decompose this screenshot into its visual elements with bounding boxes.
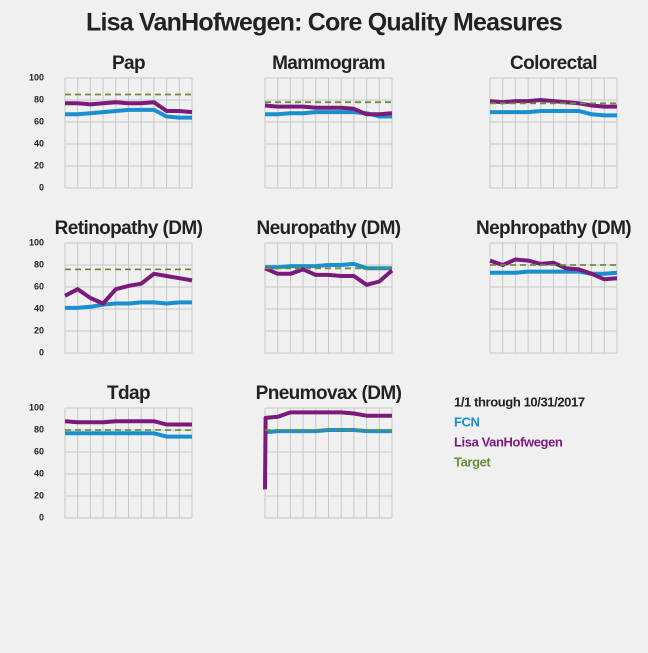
series-line [65, 100, 193, 115]
series-line [64, 419, 192, 427]
series-line [263, 410, 392, 490]
series-line [65, 107, 192, 120]
panel-title: Nephropathy (DM) [476, 218, 631, 239]
y-tick-label: 60 [34, 446, 44, 456]
panel-title: Pap [112, 53, 145, 74]
series-line [490, 269, 618, 276]
panel-title: Tdap [107, 383, 150, 404]
y-tick-label: 100 [29, 72, 44, 82]
series-line [263, 428, 392, 435]
y-tick-label: 40 [34, 303, 44, 313]
panel-title: Pneumovax (DM) [256, 383, 402, 404]
y-tick-label: 40 [34, 138, 44, 148]
series-line [65, 300, 192, 310]
y-tick-label: 100 [29, 402, 44, 412]
series-line [64, 271, 193, 306]
page-title: Lisa VanHofwegen: Core Quality Measures [86, 9, 562, 37]
y-tick-label: 80 [34, 259, 44, 269]
legend-title: 1/1 through 10/31/2017 [454, 394, 585, 409]
series-line [490, 109, 617, 118]
y-tick-label: 20 [34, 490, 44, 500]
panel-title: Mammogram [272, 53, 385, 74]
series-line [65, 431, 192, 439]
series-line [264, 266, 394, 287]
legend-entry: Target [454, 454, 491, 469]
y-tick-label: 40 [34, 468, 44, 478]
y-tick-label: 20 [34, 160, 44, 170]
series-line [489, 98, 617, 109]
y-tick-label: 0 [39, 512, 44, 522]
y-tick-label: 80 [34, 94, 44, 104]
legend-entry: Lisa VanHofwegen [454, 434, 563, 449]
y-tick-label: 20 [34, 325, 44, 335]
y-tick-label: 0 [39, 347, 44, 357]
panel-title: Neuropathy (DM) [256, 218, 400, 239]
panel-title: Colorectal [510, 53, 597, 74]
series-line [264, 103, 393, 117]
legend-entry: FCN [454, 414, 480, 429]
y-tick-label: 100 [29, 237, 44, 247]
series-line [489, 257, 618, 282]
y-tick-label: 60 [34, 116, 44, 126]
panel-title: Retinopathy (DM) [55, 218, 203, 239]
y-tick-label: 0 [39, 182, 44, 192]
y-tick-label: 60 [34, 281, 44, 291]
y-tick-label: 80 [34, 424, 44, 434]
